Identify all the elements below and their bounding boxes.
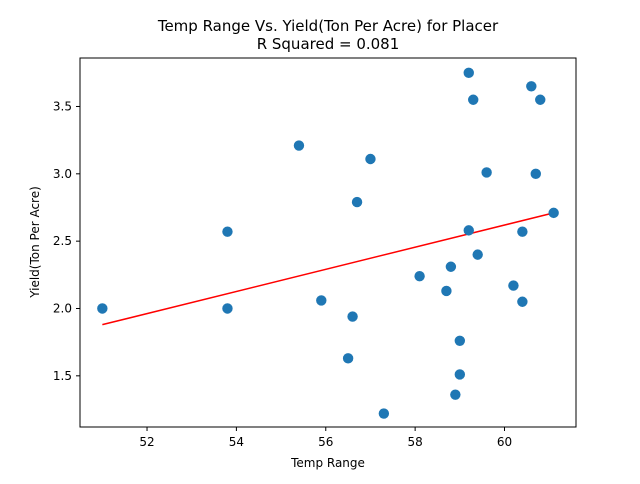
data-point [526,81,537,92]
x-tick-label: 54 [229,435,244,449]
data-point [548,207,559,219]
data-point [535,94,546,105]
y-tick-label: 3.0 [53,167,72,181]
x-tick-label: 56 [318,435,333,449]
x-tick-label: 60 [497,435,512,449]
data-point [517,296,528,307]
x-tick-label: 52 [139,435,154,449]
data-point [441,285,452,297]
data-point [378,408,390,419]
trendline [102,212,554,326]
x-axis-label: Temp Range [290,456,365,470]
y-tick-label: 2.5 [53,234,72,248]
data-point [342,353,354,364]
x-axis-ticks: 52 54 56 58 60 [139,427,512,449]
chart-title: Temp Range Vs. Yield(Ton Per Acre) for P… [157,17,499,35]
data-point [445,261,457,272]
data-point [97,303,108,314]
data-point [530,168,541,180]
data-point [517,226,528,237]
data-point [414,270,425,282]
data-point [222,303,233,314]
data-point [481,167,492,178]
y-tick-label: 1.5 [53,369,72,383]
data-point [508,280,519,291]
data-point [365,153,376,165]
data-point [468,94,479,105]
data-point [454,335,466,347]
data-point [472,249,483,260]
data-point [316,295,327,306]
y-tick-label: 3.5 [53,99,72,113]
data-point [293,140,305,151]
data-point [463,225,474,236]
data-points-layer [97,67,559,419]
data-point [351,196,363,208]
data-point [450,389,461,400]
data-point [463,67,474,79]
data-point [222,226,233,237]
trendline-layer [102,212,554,326]
plot-area-frame [79,57,577,428]
chart-subtitle: R Squared = 0.081 [257,35,400,53]
y-axis-ticks: 1.5 2.0 2.5 3.0 3.5 [53,99,80,383]
y-axis-label: Yield(Ton Per Acre) [28,186,42,299]
y-tick-label: 2.0 [53,301,72,315]
data-point [347,311,358,322]
x-tick-label: 58 [407,435,422,449]
data-point [454,369,466,380]
